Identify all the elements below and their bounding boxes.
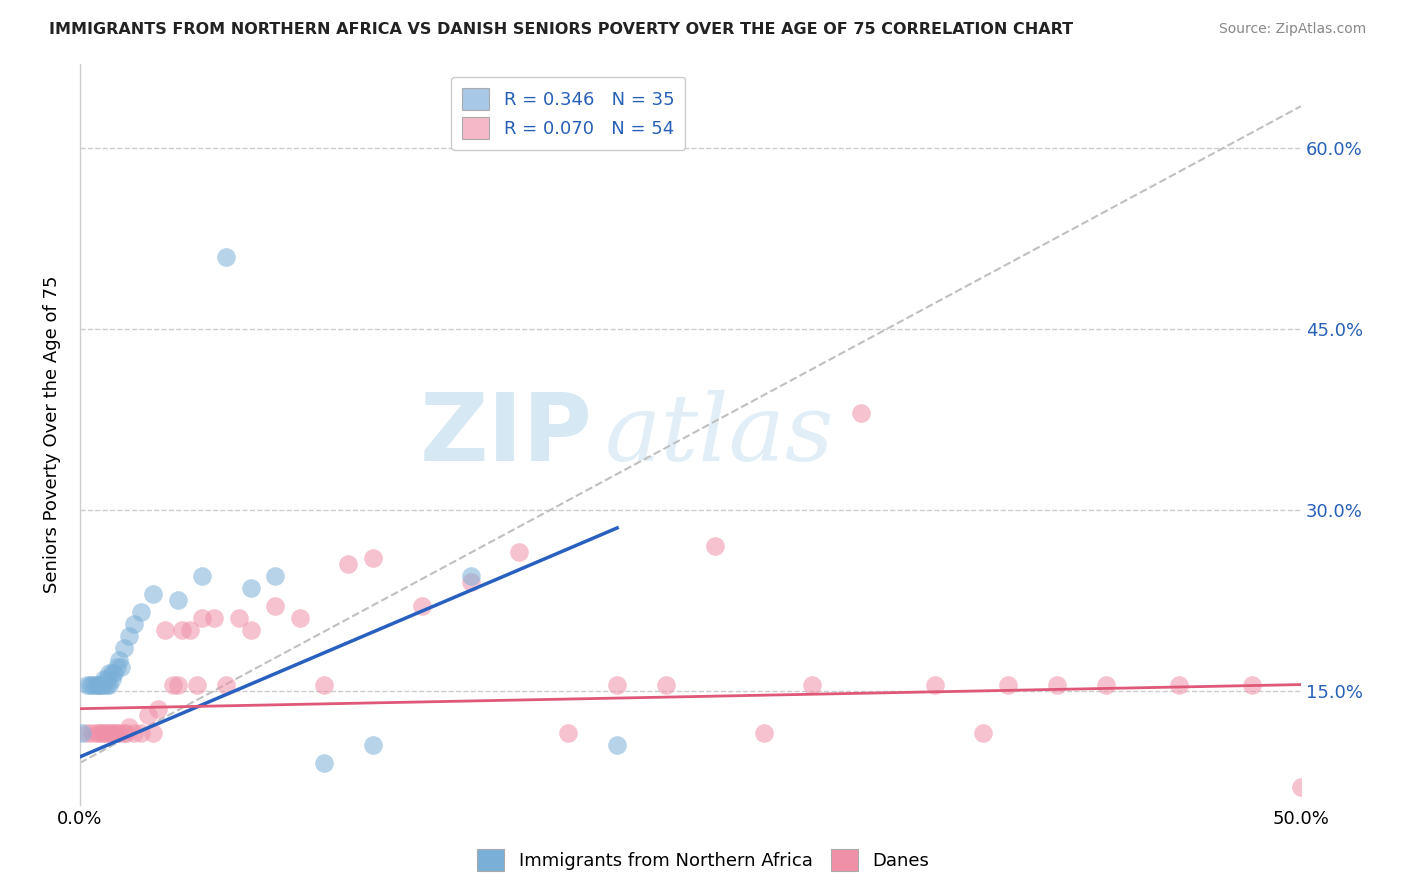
Point — [166, 593, 188, 607]
Point — [851, 407, 873, 421]
Point — [93, 726, 115, 740]
Point — [100, 726, 122, 740]
Point — [460, 575, 482, 590]
Point — [93, 677, 115, 691]
Point — [89, 677, 111, 691]
Point — [239, 624, 262, 638]
Point — [108, 726, 131, 740]
Point — [312, 756, 335, 770]
Point — [112, 726, 135, 740]
Point — [80, 677, 103, 691]
Point — [162, 677, 184, 691]
Text: ZIP: ZIP — [420, 389, 593, 481]
Point — [112, 641, 135, 656]
Point — [155, 624, 177, 638]
Point — [264, 569, 287, 583]
Point — [96, 672, 118, 686]
Text: atlas: atlas — [605, 390, 834, 480]
Point — [105, 659, 128, 673]
Point — [1094, 677, 1116, 691]
Point — [90, 726, 112, 740]
Point — [122, 726, 145, 740]
Point — [972, 726, 994, 740]
Point — [606, 677, 628, 691]
Point — [80, 726, 103, 740]
Point — [801, 677, 824, 691]
Point — [100, 672, 122, 686]
Point — [142, 726, 165, 740]
Point — [98, 726, 121, 740]
Point — [83, 677, 105, 691]
Point — [105, 726, 128, 740]
Point — [1046, 677, 1069, 691]
Point — [460, 569, 482, 583]
Point — [411, 599, 433, 614]
Text: IMMIGRANTS FROM NORTHERN AFRICA VS DANISH SENIORS POVERTY OVER THE AGE OF 75 COR: IMMIGRANTS FROM NORTHERN AFRICA VS DANIS… — [49, 22, 1073, 37]
Point — [93, 672, 115, 686]
Point — [337, 557, 360, 571]
Point — [1241, 677, 1264, 691]
Point — [76, 677, 98, 691]
Text: Source: ZipAtlas.com: Source: ZipAtlas.com — [1219, 22, 1367, 37]
Point — [361, 738, 384, 752]
Point — [98, 665, 121, 680]
Point — [86, 726, 108, 740]
Point — [129, 605, 152, 619]
Point — [179, 624, 201, 638]
Point — [172, 624, 194, 638]
Point — [215, 677, 238, 691]
Legend: Immigrants from Northern Africa, Danes: Immigrants from Northern Africa, Danes — [470, 842, 936, 879]
Point — [215, 250, 238, 264]
Point — [264, 599, 287, 614]
Point — [606, 738, 628, 752]
Point — [115, 726, 138, 740]
Point — [142, 587, 165, 601]
Point — [108, 653, 131, 667]
Point — [72, 726, 94, 740]
Point — [146, 701, 169, 715]
Point — [86, 677, 108, 691]
Point — [655, 677, 678, 691]
Point — [186, 677, 208, 691]
Point — [752, 726, 775, 740]
Point — [191, 569, 214, 583]
Point — [136, 707, 159, 722]
Point — [239, 581, 262, 595]
Point — [228, 611, 250, 625]
Point — [202, 611, 225, 625]
Point — [312, 677, 335, 691]
Point — [1167, 677, 1189, 691]
Point — [924, 677, 946, 691]
Y-axis label: Seniors Poverty Over the Age of 75: Seniors Poverty Over the Age of 75 — [44, 276, 60, 593]
Point — [98, 677, 121, 691]
Point — [508, 545, 530, 559]
Point — [103, 665, 125, 680]
Point — [118, 720, 141, 734]
Point — [997, 677, 1019, 691]
Point — [89, 726, 111, 740]
Point — [288, 611, 311, 625]
Point — [557, 726, 579, 740]
Point — [703, 539, 725, 553]
Point — [361, 551, 384, 566]
Point — [96, 677, 118, 691]
Point — [129, 726, 152, 740]
Point — [79, 677, 101, 691]
Point — [76, 726, 98, 740]
Point — [103, 726, 125, 740]
Point — [118, 629, 141, 643]
Point — [122, 617, 145, 632]
Point — [89, 677, 111, 691]
Point — [191, 611, 214, 625]
Point — [90, 677, 112, 691]
Point — [166, 677, 188, 691]
Point — [100, 665, 122, 680]
Point — [1289, 780, 1312, 794]
Point — [96, 726, 118, 740]
Point — [110, 659, 132, 673]
Legend: R = 0.346   N = 35, R = 0.070   N = 54: R = 0.346 N = 35, R = 0.070 N = 54 — [451, 77, 685, 150]
